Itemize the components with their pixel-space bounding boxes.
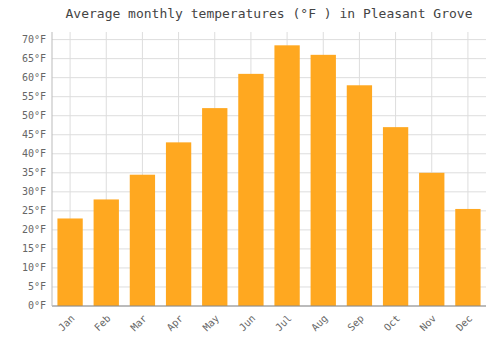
bar — [94, 199, 119, 306]
title: Average monthly temperatures (°F ) in Pl… — [66, 6, 473, 21]
x-tick-label: Feb — [92, 313, 113, 334]
bar — [383, 127, 408, 306]
x-axis-line — [52, 306, 486, 307]
y-axis-line — [52, 32, 53, 306]
chart-container: 0°F 5°F 10°F 15°F 20°F 25°F 30°F 35°F 40°F 45°F 50… — [0, 0, 500, 350]
y-grid-line — [52, 134, 486, 135]
chart: 0°F 5°F 10°F 15°F 20°F 25°F 30°F 35°F 40°F 45°F 50… — [0, 0, 500, 350]
bar — [57, 218, 82, 306]
bar — [130, 175, 155, 306]
y-tick-label: 25°F — [22, 205, 46, 216]
bar — [238, 74, 263, 306]
x-tick-label: Nov — [418, 313, 439, 334]
y-tick-label: 20°F — [22, 224, 46, 235]
x-tick-label: Sep — [345, 313, 366, 334]
x-tick-label: Jan — [56, 313, 77, 334]
x-tick-label: Apr — [165, 313, 186, 334]
y-tick-label: 55°F — [22, 91, 46, 102]
x-tick-label: Oct — [382, 313, 403, 334]
bar — [274, 45, 299, 306]
y-grid-line — [52, 77, 486, 78]
y-grid-line — [52, 96, 486, 97]
y-tick-label: 60°F — [22, 72, 46, 83]
y-tick-label: 0°F — [28, 300, 46, 311]
y-grid-line — [52, 39, 486, 40]
y-tick-label: 5°F — [28, 281, 46, 292]
x-tick-label: Mar — [128, 313, 149, 334]
y-tick-label: 50°F — [22, 110, 46, 121]
y-grid-line — [52, 115, 486, 116]
bar — [166, 142, 191, 306]
x-tick-label: Jul — [273, 313, 294, 334]
bar — [202, 108, 227, 306]
y-tick-label: 40°F — [22, 148, 46, 159]
y-grid-line — [52, 58, 486, 59]
bars — [57, 45, 480, 306]
bar — [347, 85, 372, 306]
x-tick-label: Dec — [454, 313, 475, 334]
grid — [52, 32, 486, 306]
y-grid-line — [52, 306, 486, 307]
bar — [419, 173, 444, 306]
bar — [311, 55, 336, 306]
x-tick-label: Jun — [237, 313, 258, 334]
y-grid-line — [52, 153, 486, 154]
x-tick-label: Aug — [309, 313, 330, 334]
y-tick-label: 35°F — [22, 167, 46, 178]
bar — [455, 209, 480, 306]
y-tick-label: 10°F — [22, 262, 46, 273]
y-tick-label: 15°F — [22, 243, 46, 254]
y-tick-label: 30°F — [22, 186, 46, 197]
y-tick-label: 70°F — [22, 34, 46, 45]
y-tick-label: 45°F — [22, 129, 46, 140]
y-tick-label: 65°F — [22, 53, 46, 64]
x-tick-label: May — [201, 313, 222, 334]
